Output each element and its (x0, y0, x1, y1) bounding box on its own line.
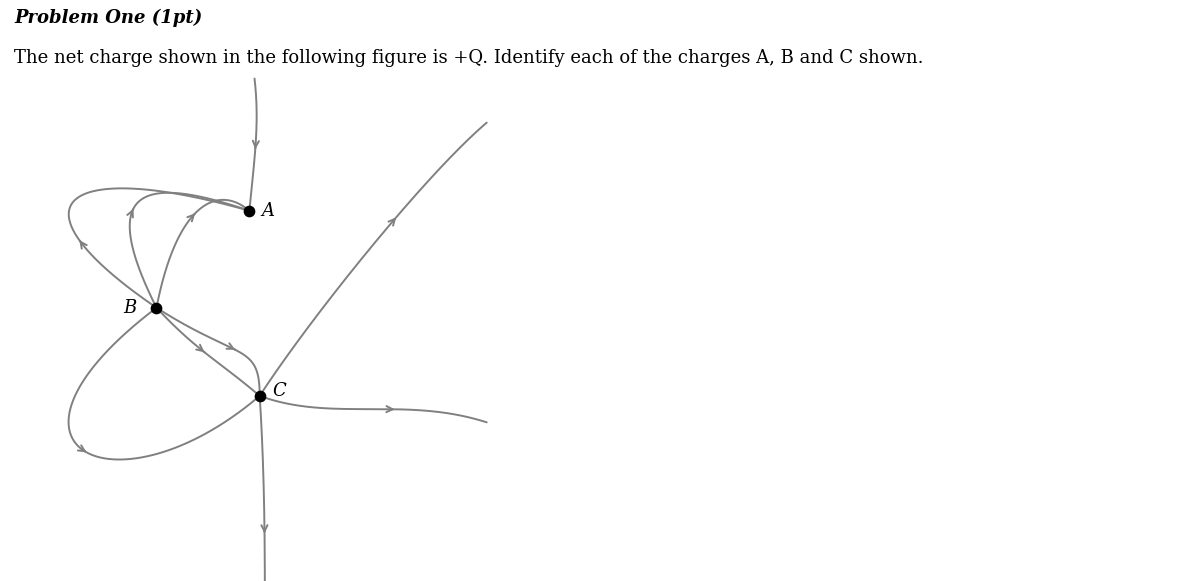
Point (240, 206, 259, 216)
Text: The net charge shown in the following figure is +Q. Identify each of the charges: The net charge shown in the following fi… (14, 49, 924, 67)
Text: Problem One (1pt): Problem One (1pt) (14, 9, 203, 27)
Text: B: B (124, 299, 137, 317)
Point (146, 303, 166, 313)
Point (250, 391, 269, 400)
Text: A: A (262, 202, 275, 220)
Text: C: C (272, 382, 286, 400)
